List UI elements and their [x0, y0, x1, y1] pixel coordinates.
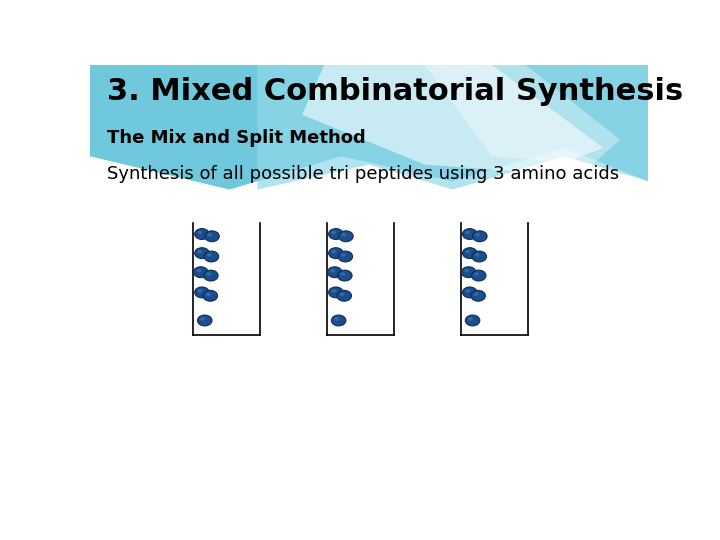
Circle shape: [328, 228, 343, 239]
Circle shape: [471, 291, 485, 301]
Circle shape: [462, 267, 476, 278]
Circle shape: [204, 251, 219, 262]
Circle shape: [468, 317, 473, 321]
Circle shape: [194, 267, 208, 278]
Circle shape: [331, 231, 336, 234]
Circle shape: [200, 317, 205, 321]
Circle shape: [472, 231, 487, 242]
Circle shape: [465, 315, 480, 326]
Circle shape: [338, 270, 352, 281]
Circle shape: [207, 233, 212, 237]
Polygon shape: [258, 65, 648, 190]
Circle shape: [475, 253, 480, 256]
Circle shape: [337, 291, 351, 301]
Polygon shape: [425, 65, 620, 165]
Circle shape: [328, 248, 343, 259]
Circle shape: [341, 253, 346, 256]
Circle shape: [194, 248, 210, 259]
Circle shape: [194, 287, 210, 298]
Circle shape: [462, 248, 477, 259]
Text: 3. Mixed Combinatorial Synthesis: 3. Mixed Combinatorial Synthesis: [107, 77, 683, 106]
Circle shape: [338, 231, 353, 242]
Circle shape: [197, 250, 202, 253]
Circle shape: [474, 293, 478, 296]
Circle shape: [474, 272, 479, 276]
Circle shape: [197, 231, 202, 234]
Circle shape: [462, 228, 477, 239]
Circle shape: [328, 267, 342, 278]
Circle shape: [464, 269, 469, 272]
Circle shape: [207, 272, 211, 276]
Circle shape: [472, 270, 486, 281]
Circle shape: [462, 287, 477, 298]
Circle shape: [341, 233, 346, 237]
Circle shape: [472, 251, 487, 262]
Circle shape: [197, 315, 212, 326]
Circle shape: [207, 253, 212, 256]
Circle shape: [465, 250, 470, 253]
Circle shape: [331, 250, 336, 253]
Text: Synthesis of all possible tri peptides using 3 amino acids: Synthesis of all possible tri peptides u…: [107, 165, 619, 183]
Circle shape: [465, 289, 470, 293]
Circle shape: [331, 315, 346, 326]
Text: The Mix and Split Method: The Mix and Split Method: [107, 129, 366, 147]
Circle shape: [330, 269, 335, 272]
Polygon shape: [302, 65, 603, 173]
Polygon shape: [90, 65, 648, 190]
Circle shape: [334, 317, 339, 321]
Circle shape: [338, 251, 353, 262]
Circle shape: [475, 233, 480, 237]
Circle shape: [204, 270, 218, 281]
Circle shape: [341, 272, 345, 276]
Circle shape: [340, 293, 344, 296]
Circle shape: [194, 228, 210, 239]
Circle shape: [197, 269, 201, 272]
Circle shape: [331, 289, 336, 293]
Circle shape: [197, 289, 202, 293]
Circle shape: [206, 293, 210, 296]
Circle shape: [328, 287, 343, 298]
Circle shape: [204, 231, 219, 242]
Circle shape: [203, 291, 217, 301]
Circle shape: [465, 231, 470, 234]
